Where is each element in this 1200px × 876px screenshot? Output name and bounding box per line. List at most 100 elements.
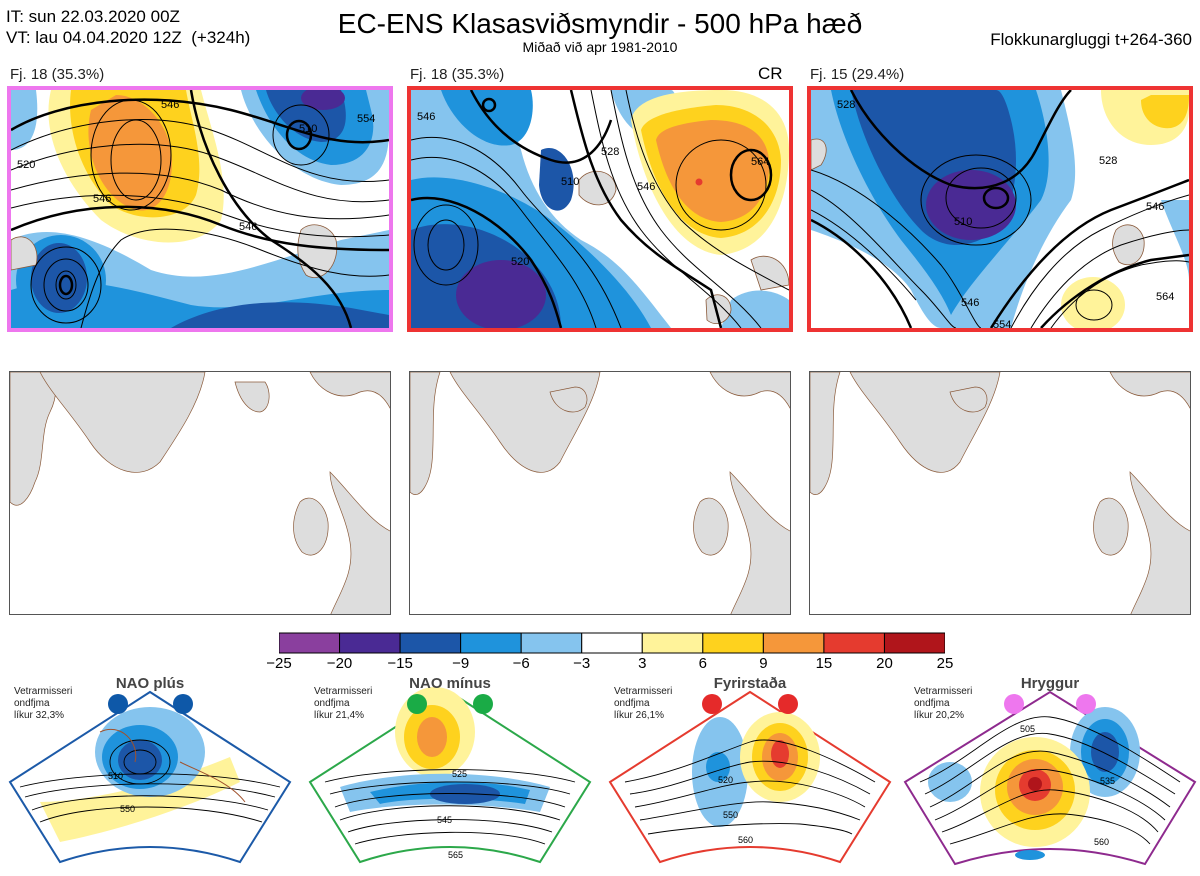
contour-label: 520 [17,159,35,171]
cluster-map-3-graphic: 528 510 528 546 546 554 564 [811,90,1189,328]
panel-2-extra-label: CR [758,64,783,83]
regime-name: NAO mínus [409,675,491,692]
empty-map-3 [809,371,1191,615]
regime-nao-minus-map: 525 545 565 [308,687,592,864]
colorbar-tick-label: 9 [759,655,768,672]
panel-2-label: Fj. 18 (35.3%) [410,66,505,83]
valid-time: VT: lau 04.04.2020 12Z (+324h) [6,28,251,47]
contour-label: 554 [357,113,375,125]
contour-label: 510 [954,216,972,228]
regime-nao-plus: 510 550 NAO plús Vetrarmisseri ondfjma l… [0,672,300,871]
basemap-1 [10,372,390,614]
contour-label: 550 [120,804,135,814]
colorbar-swatch [823,632,885,654]
contour-label: 528 [837,99,855,111]
regime-ridge: 505 535 560 Hryggur Vetrarmisseri ondfjm… [900,672,1200,871]
cluster-map-1[interactable]: 510 520 546 546 546 554 [7,86,393,332]
contour-label: 520 [718,775,733,785]
regime-note: Vetrarmisseri ondfjma líkur 32,3% [14,686,73,721]
colorbar-tick-label: −6 [512,655,530,672]
contour-label: 510 [108,771,123,781]
contour-label: 546 [93,193,111,205]
page-subtitle: Miðað við apr 1981-2010 [522,39,678,55]
colorbar-swatch [399,632,462,654]
empty-map-1 [9,371,391,615]
contour-label: 560 [1094,837,1109,847]
regime-dot [1076,694,1096,714]
cluster-map-2-graphic: 510 520 528 546 546 564 [411,90,789,328]
init-time: IT: sun 22.03.2020 00Z [6,7,180,26]
contour-label: 546 [161,99,179,111]
regime-ridge-map: 505 535 560 [903,690,1197,866]
regime-note: Vetrarmisseri ondfjma líkur 21,4% [314,686,373,721]
contour-label: 564 [751,156,769,168]
contour-label: 546 [1146,201,1164,213]
cluster-map-3[interactable]: 528 510 528 546 546 554 564 [807,86,1193,332]
colorbar-swatch [762,632,825,654]
cluster-map-2[interactable]: 510 520 528 546 546 564 [407,86,793,332]
colorbar-tick-label: 15 [815,655,833,672]
regime-dot [108,694,128,714]
colorbar-tick-label: 3 [638,655,647,672]
regime-dot [407,694,427,714]
contour-label: 510 [299,123,317,135]
regime-name: Fyrirstaða [713,675,787,692]
colorbar [279,632,945,654]
page-title: EC-ENS Klasasviðsmyndir - 500 hPa hæð [337,8,863,39]
colorbar-swatch [581,632,643,654]
regime-dot [1004,694,1024,714]
contour-label: 505 [1020,724,1035,734]
regime-note: Vetrarmisseri ondfjma líkur 26,1% [614,686,673,721]
contour-label: 546 [417,111,435,123]
colorbar-swatch [883,632,945,654]
contour-label: 560 [738,835,753,845]
regime-name: NAO plús [115,675,185,692]
contour-label: 546 [637,181,655,193]
colorbar-tick-label: 6 [698,655,707,672]
colorbar-swatch [339,632,401,654]
contour-label: 564 [1156,291,1174,303]
panel-1-label: Fj. 18 (35.3%) [10,66,105,83]
regime-dot [702,694,722,714]
colorbar-swatch [279,632,341,654]
colorbar-tick-label: −3 [573,655,591,672]
regime-dot [778,694,798,714]
contour-label: 520 [511,256,529,268]
contour-label: 550 [723,810,738,820]
classification-window: Flokkunargluggi t+264-360 [990,30,1192,49]
colorbar-tick-label: −25 [266,655,292,672]
colorbar-swatch [641,632,704,654]
regime-nao-minus: 525 545 565 NAO mínus Vetrarmisseri ondf… [300,672,600,871]
regime-note: Vetrarmisseri ondfjma líkur 20,2% [914,686,973,721]
contour-label: 545 [437,815,452,825]
colorbar-tick-label: −9 [452,655,470,672]
empty-map-2 [409,371,791,615]
basemap-3 [810,372,1190,614]
regime-nao-plus-map: 510 550 [8,690,292,864]
contour-label: 525 [452,769,467,779]
basemap-2 [410,372,790,614]
contour-label: 528 [1099,155,1117,167]
contour-label: 546 [239,221,257,233]
contour-label: 546 [961,297,979,309]
colorbar-swatch [520,632,583,654]
colorbar-swatch [460,632,522,654]
header-times: IT: sun 22.03.2020 00Z VT: lau 04.04.202… [6,6,250,48]
colorbar-tick-label: −15 [387,655,413,672]
cluster-map-1-graphic: 510 520 546 546 546 554 [11,90,389,328]
contour-label: 510 [561,176,579,188]
colorbar-tick-label: 20 [876,655,893,672]
colorbar-tick-label: −20 [326,655,353,672]
colorbar-tick-label: 25 [936,655,954,672]
contour-label: 528 [601,146,619,158]
colorbar-swatch [702,632,764,654]
regime-blocking-map: 520 550 560 [608,690,892,864]
panel-3-label: Fj. 15 (29.4%) [810,66,905,83]
regime-name: Hryggur [1020,675,1080,692]
contour-label: 554 [993,319,1011,328]
contour-label: 565 [448,850,463,860]
regime-blocking: 520 550 560 Fyrirstaða Vetrarmisseri ond… [600,672,900,871]
contour-label: 535 [1100,776,1115,786]
regime-dot [173,694,193,714]
regime-dot [473,694,493,714]
